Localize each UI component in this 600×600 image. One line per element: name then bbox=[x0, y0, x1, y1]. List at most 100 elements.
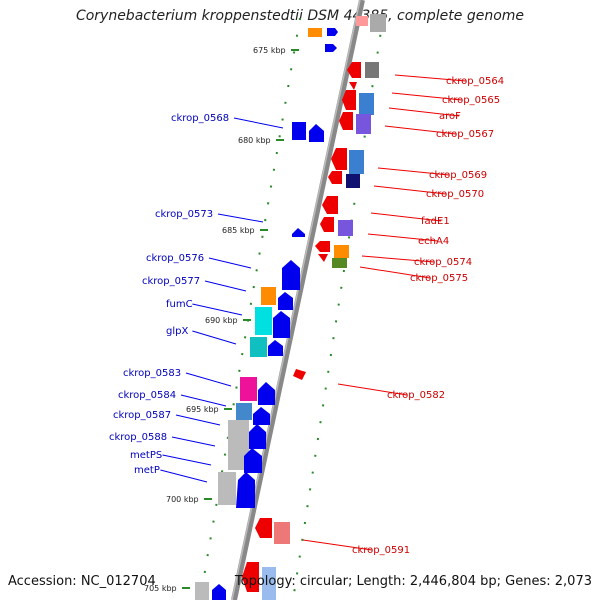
gene-reverse[interactable] bbox=[339, 112, 353, 130]
gene-label-reverse[interactable]: ckrop_0582 bbox=[387, 390, 445, 401]
label-leader-line bbox=[160, 469, 208, 483]
gene-block[interactable] bbox=[359, 93, 374, 115]
label-leader-line bbox=[373, 185, 447, 195]
gene-label-forward[interactable]: ckrop_0576 bbox=[146, 253, 204, 264]
gene-label-forward[interactable]: ckrop_0584 bbox=[118, 390, 176, 401]
gene-forward[interactable] bbox=[273, 311, 290, 338]
gene-block[interactable] bbox=[356, 16, 368, 26]
gene-block[interactable] bbox=[308, 28, 322, 37]
gene-label-reverse[interactable]: ckrop_0575 bbox=[410, 273, 468, 284]
gene-block[interactable] bbox=[349, 150, 364, 174]
genome-summary-text: Topology: circular; Length: 2,446,804 bp… bbox=[234, 574, 592, 589]
gene-reverse[interactable] bbox=[347, 62, 361, 78]
label-leader-line bbox=[391, 92, 463, 101]
gene-label-forward[interactable]: fumC bbox=[166, 299, 193, 310]
gene-label-reverse[interactable]: ckrop_0569 bbox=[429, 170, 487, 181]
gene-reverse[interactable] bbox=[320, 217, 334, 232]
gene-block[interactable] bbox=[332, 258, 347, 268]
gene-label-reverse[interactable]: aroF bbox=[439, 111, 461, 122]
gene-reverse[interactable] bbox=[255, 518, 272, 538]
gene-forward[interactable] bbox=[258, 382, 275, 405]
gene-forward[interactable] bbox=[327, 28, 338, 36]
label-leader-line bbox=[388, 107, 460, 117]
gene-label-forward[interactable]: glpX bbox=[166, 326, 188, 337]
gene-block[interactable] bbox=[338, 220, 353, 236]
gene-label-reverse[interactable]: ckrop_0591 bbox=[352, 545, 410, 556]
gene-forward[interactable] bbox=[325, 44, 337, 52]
gene-forward[interactable] bbox=[249, 424, 266, 449]
gene-block[interactable] bbox=[370, 14, 386, 32]
gene-block[interactable] bbox=[240, 377, 257, 401]
gene-block[interactable] bbox=[346, 174, 360, 188]
gene-forward[interactable] bbox=[278, 292, 293, 310]
gene-block[interactable] bbox=[228, 420, 249, 470]
reverse-gene-labels: ckrop_0564 ckrop_0565 aroF ckrop_0567 ckrop_… bbox=[352, 76, 504, 556]
label-leader-line bbox=[377, 167, 450, 176]
gene-forward[interactable] bbox=[309, 124, 324, 142]
tick-label: 700 kbp bbox=[166, 495, 199, 504]
gene-block[interactable] bbox=[334, 245, 349, 258]
label-leader-line bbox=[302, 539, 373, 551]
backbone-highlight bbox=[231, 0, 361, 600]
tick-label: 705 kbp bbox=[144, 584, 177, 593]
gene-label-forward[interactable]: ckrop_0573 bbox=[155, 209, 213, 220]
gene-forward[interactable] bbox=[282, 260, 300, 290]
gene-forward[interactable] bbox=[236, 472, 255, 508]
gene-block[interactable] bbox=[195, 582, 209, 600]
gene-block[interactable] bbox=[261, 287, 276, 305]
gene-label-forward[interactable]: metPS bbox=[130, 450, 162, 461]
gene-label-forward[interactable]: ckrop_0583 bbox=[123, 368, 181, 379]
gene-forward[interactable] bbox=[212, 584, 226, 600]
label-leader-line bbox=[217, 213, 264, 223]
gene-reverse[interactable] bbox=[315, 241, 330, 252]
gene-block[interactable] bbox=[292, 122, 306, 140]
gene-block[interactable] bbox=[236, 403, 252, 420]
gene-forward[interactable] bbox=[244, 448, 262, 473]
gene-reverse[interactable] bbox=[322, 196, 338, 214]
gene-reverse[interactable] bbox=[349, 82, 357, 90]
label-leader-line bbox=[208, 257, 252, 269]
label-leader-line bbox=[192, 303, 243, 316]
gene-label-forward[interactable]: ckrop_0588 bbox=[109, 432, 167, 443]
label-leader-line bbox=[192, 330, 237, 345]
label-leader-line bbox=[337, 383, 408, 396]
gene-block[interactable] bbox=[250, 337, 267, 357]
gene-reverse[interactable] bbox=[342, 90, 356, 110]
gene-forward[interactable] bbox=[292, 228, 305, 237]
gene-block[interactable] bbox=[356, 114, 371, 134]
reverse-strand-genes bbox=[242, 14, 386, 600]
gene-block[interactable] bbox=[218, 472, 236, 505]
gene-label-forward[interactable]: ckrop_0568 bbox=[171, 113, 229, 124]
gene-label-reverse[interactable]: ckrop_0574 bbox=[414, 257, 472, 268]
gene-block[interactable] bbox=[255, 307, 272, 335]
gene-reverse[interactable] bbox=[293, 369, 306, 380]
gene-reverse[interactable] bbox=[318, 254, 328, 262]
label-leader-line bbox=[394, 74, 467, 82]
tick-label: 690 kbp bbox=[205, 316, 238, 325]
position-ticks: 675 kbp 680 kbp 685 kbp 690 kbp 695 kbp 700 k… bbox=[144, 46, 299, 593]
gene-forward[interactable] bbox=[268, 340, 283, 356]
gene-block[interactable] bbox=[365, 62, 379, 78]
label-leader-line bbox=[185, 372, 232, 387]
gene-block[interactable] bbox=[274, 522, 290, 544]
label-leader-line bbox=[384, 125, 457, 135]
gene-label-reverse[interactable]: echA4 bbox=[418, 236, 449, 247]
gene-forward[interactable] bbox=[253, 407, 270, 425]
label-leader-line bbox=[204, 280, 247, 292]
gene-label-forward[interactable]: ckrop_0577 bbox=[142, 276, 200, 287]
gene-label-forward[interactable]: ckrop_0587 bbox=[113, 410, 171, 421]
gene-label-reverse[interactable]: ckrop_0567 bbox=[436, 129, 494, 140]
label-leader-line bbox=[361, 255, 435, 263]
gene-label-forward[interactable]: metP bbox=[134, 465, 160, 476]
gene-label-reverse[interactable]: ckrop_0565 bbox=[442, 95, 500, 106]
gene-reverse[interactable] bbox=[242, 562, 259, 592]
label-leader-line bbox=[233, 117, 284, 129]
gene-block[interactable] bbox=[262, 567, 276, 600]
gene-label-reverse[interactable]: ckrop_0570 bbox=[426, 189, 484, 200]
gene-label-reverse[interactable]: ckrop_0564 bbox=[446, 76, 504, 87]
gene-reverse[interactable] bbox=[328, 171, 342, 184]
gene-reverse[interactable] bbox=[331, 148, 347, 170]
tick-label: 695 kbp bbox=[186, 405, 219, 414]
gene-label-reverse[interactable]: fadE1 bbox=[421, 216, 450, 227]
